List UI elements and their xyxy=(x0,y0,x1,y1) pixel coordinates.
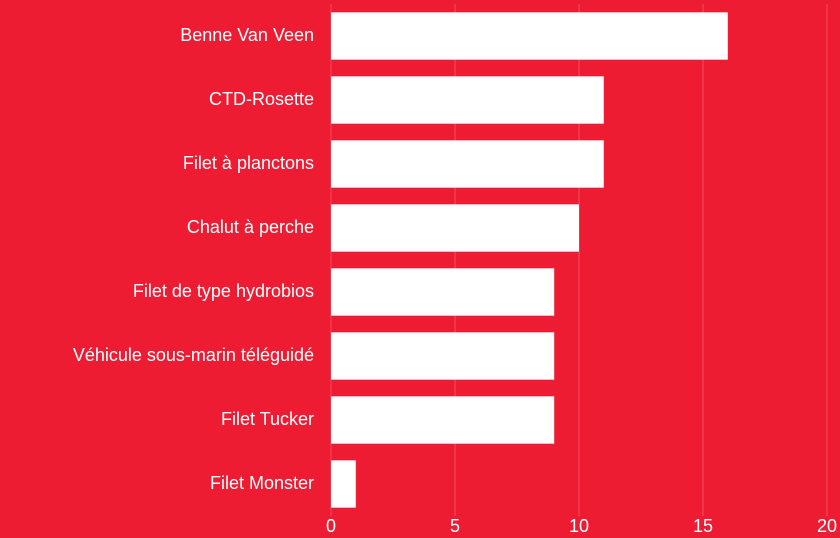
bar xyxy=(331,396,555,444)
bar xyxy=(331,204,579,252)
bar xyxy=(331,268,555,316)
x-tick-label: 20 xyxy=(817,516,837,536)
x-tick-label: 10 xyxy=(569,516,589,536)
bar xyxy=(331,460,356,508)
y-tick-label: Filet Monster xyxy=(210,473,314,493)
y-tick-label: Véhicule sous-marin téléguidé xyxy=(73,345,314,365)
y-tick-label: Benne Van Veen xyxy=(180,25,314,45)
x-tick-label: 5 xyxy=(450,516,460,536)
bar xyxy=(331,12,728,60)
bar xyxy=(331,140,604,188)
y-tick-label: CTD-Rosette xyxy=(209,89,314,109)
y-tick-label: Filet à planctons xyxy=(183,153,314,173)
y-tick-label: Filet de type hydrobios xyxy=(133,281,314,301)
bar xyxy=(331,332,555,380)
bar xyxy=(331,76,604,124)
y-tick-label: Filet Tucker xyxy=(221,409,314,429)
y-tick-label: Chalut à perche xyxy=(187,217,314,237)
x-tick-label: 15 xyxy=(693,516,713,536)
x-tick-label: 0 xyxy=(326,516,336,536)
